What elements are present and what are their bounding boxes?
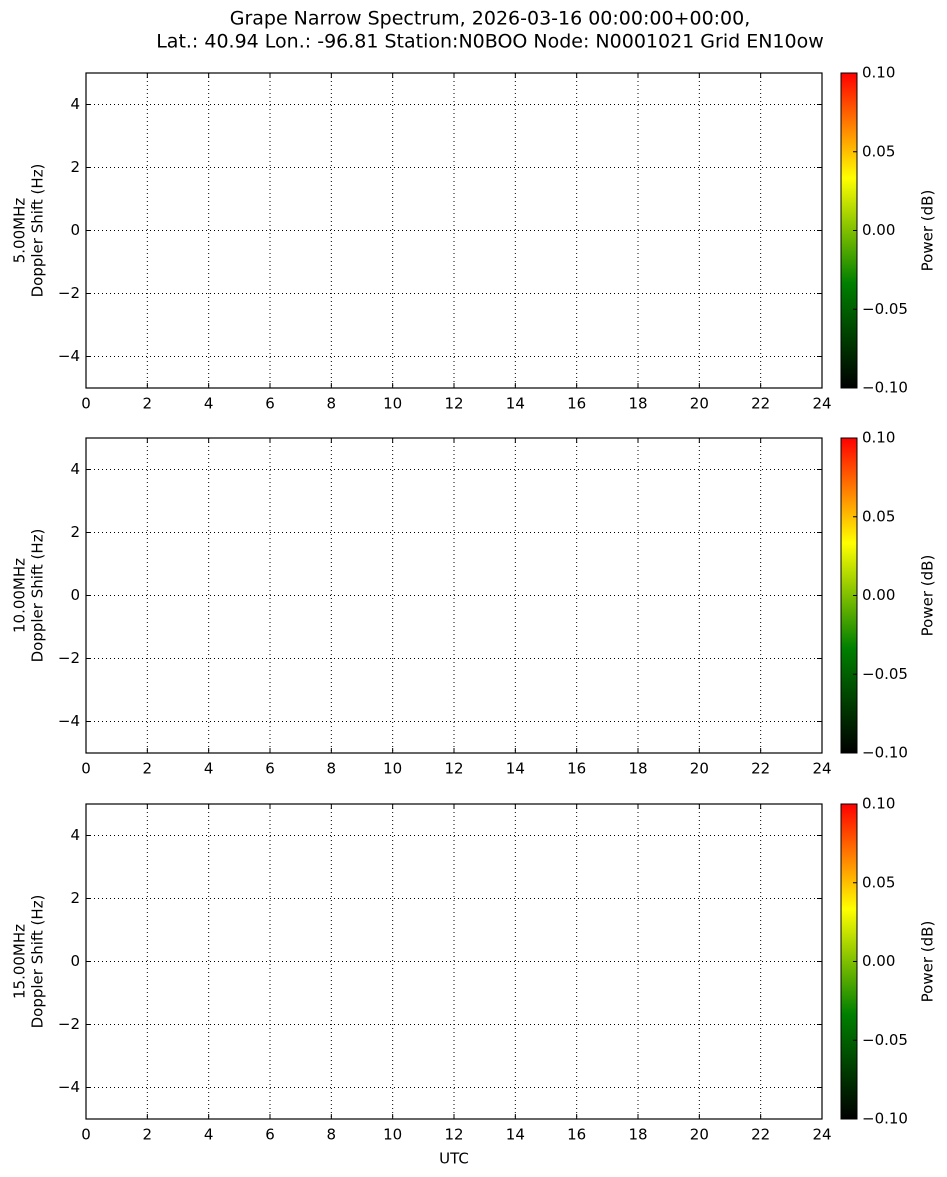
y-tick-label: 2 [70,158,80,176]
colorbar-tick-label: 0.05 [862,142,895,160]
x-tick-label: 14 [506,760,525,778]
colorbar-tick-label: −0.10 [862,379,908,397]
x-tick-label: 18 [628,1126,647,1144]
x-tick-label: 16 [567,1126,586,1144]
y-axis-label: Doppler Shift (Hz) [29,164,47,298]
colorbar-tick-label: −0.05 [862,1031,908,1049]
colorbar-tick-label: 0.05 [862,873,895,891]
y-tick-label: 4 [70,460,80,478]
x-tick-label: 22 [751,1126,770,1144]
figure-title: Lat.: 40.94 Lon.: -96.81 Station:N0BOO N… [156,31,824,53]
x-tick-label: 6 [265,760,275,778]
x-tick-label: 24 [812,1126,831,1144]
x-tick-label: 14 [506,395,525,413]
y-tick-label: −2 [58,284,80,302]
y-tick-label: 2 [70,523,80,541]
x-tick-label: 8 [327,760,337,778]
y-tick-label: 0 [70,586,80,604]
x-tick-label: 6 [265,1126,275,1144]
y-axis-label: 5.00MHz [11,198,29,264]
y-tick-label: −4 [58,712,80,730]
x-axis-label: UTC [439,1150,469,1168]
y-tick-label: 2 [70,889,80,907]
x-tick-label: 0 [81,395,91,413]
x-tick-label: 12 [444,760,463,778]
colorbar-label: Power (dB) [919,190,937,272]
x-tick-label: 4 [204,760,214,778]
colorbar-tick-label: 0.00 [862,586,895,604]
x-tick-label: 10 [383,395,402,413]
colorbar-tick-label: 0.10 [862,795,895,813]
x-tick-label: 12 [444,395,463,413]
colorbar-tick-label: 0.05 [862,507,895,525]
x-tick-label: 18 [628,395,647,413]
y-tick-label: 4 [70,95,80,113]
figure-title: Grape Narrow Spectrum, 2026-03-16 00:00:… [230,8,751,30]
x-tick-label: 10 [383,1126,402,1144]
plot-frame [85,437,823,754]
x-tick-label: 4 [204,1126,214,1144]
x-tick-label: 22 [751,395,770,413]
x-tick-label: 8 [327,1126,337,1144]
y-tick-label: −4 [58,1078,80,1096]
y-tick-label: −2 [58,1015,80,1033]
colorbar-tick-label: −0.10 [862,1110,908,1128]
y-tick-label: 0 [70,221,80,239]
colorbar-tick-label: −0.05 [862,300,908,318]
colorbar-tick-label: 0.00 [862,952,895,970]
x-tick-label: 2 [143,760,153,778]
x-tick-label: 8 [327,395,337,413]
x-tick-label: 20 [690,395,709,413]
y-tick-label: 4 [70,826,80,844]
x-tick-label: 22 [751,760,770,778]
colorbar-tick-label: −0.05 [862,665,908,683]
colorbar-tick-label: −0.10 [862,744,908,762]
x-tick-label: 20 [690,760,709,778]
x-tick-label: 0 [81,1126,91,1144]
x-tick-label: 4 [204,395,214,413]
colorbar-tick-label: 0.00 [862,221,895,239]
x-tick-label: 0 [81,760,91,778]
y-axis-label: Doppler Shift (Hz) [29,895,47,1029]
plot-frame [85,72,823,389]
plot-frame [85,803,823,1120]
x-tick-label: 24 [812,760,831,778]
x-tick-label: 2 [143,1126,153,1144]
x-tick-label: 20 [690,1126,709,1144]
colorbar-tick-label: 0.10 [862,64,895,82]
y-axis-label: 15.00MHz [11,924,29,999]
x-tick-label: 10 [383,760,402,778]
y-tick-label: 0 [70,952,80,970]
x-tick-label: 2 [143,395,153,413]
x-tick-label: 16 [567,760,586,778]
y-axis-label: 10.00MHz [11,558,29,633]
x-tick-label: 6 [265,395,275,413]
colorbar-label: Power (dB) [919,555,937,637]
y-axis-label: Doppler Shift (Hz) [29,529,47,663]
x-tick-label: 14 [506,1126,525,1144]
y-tick-label: −4 [58,347,80,365]
colorbar-tick-label: 0.10 [862,429,895,447]
colorbar-label: Power (dB) [919,921,937,1003]
x-tick-label: 12 [444,1126,463,1144]
x-tick-label: 24 [812,395,831,413]
x-tick-label: 18 [628,760,647,778]
x-tick-label: 16 [567,395,586,413]
y-tick-label: −2 [58,649,80,667]
